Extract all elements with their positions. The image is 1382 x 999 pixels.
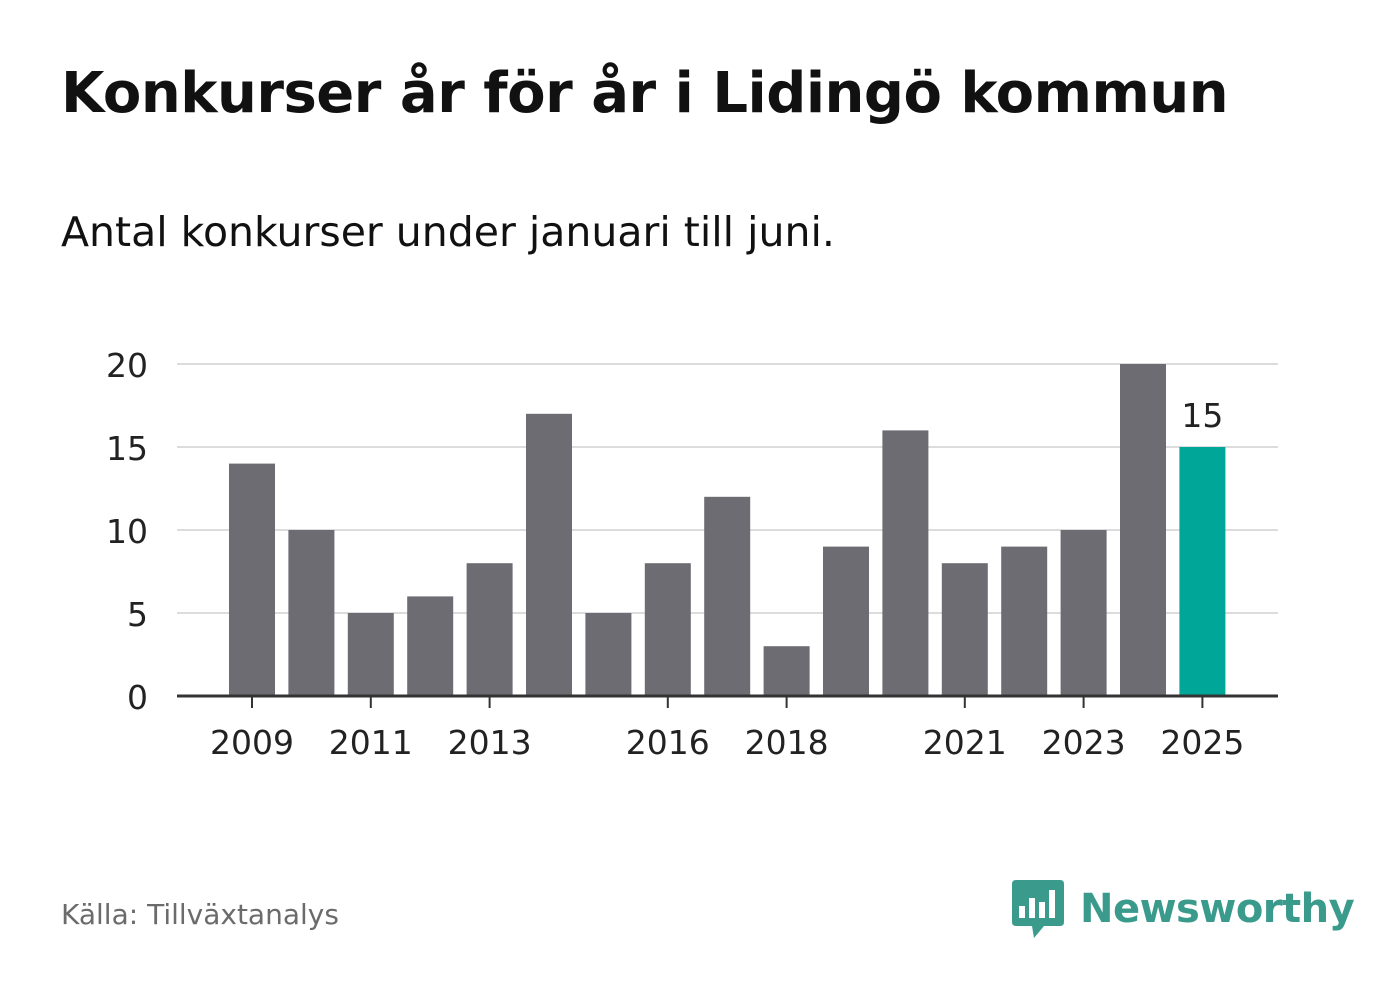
- bar-2009: [229, 463, 275, 696]
- chart-subtitle: Antal konkurser under januari till juni.: [61, 208, 835, 256]
- x-tick-label: 2009: [210, 723, 294, 762]
- y-tick-label: 20: [106, 346, 148, 385]
- x-tick-label: 2025: [1160, 723, 1244, 762]
- x-tick-label: 2013: [448, 723, 532, 762]
- y-tick-label: 10: [106, 512, 148, 551]
- y-tick-label: 0: [127, 678, 148, 717]
- bar-2016: [644, 563, 691, 696]
- chart-title: Konkurser år för år i Lidingö kommun: [61, 61, 1229, 126]
- x-tick-label: 2018: [745, 723, 829, 762]
- bar-2010: [288, 530, 335, 696]
- bar-2011: [347, 613, 394, 696]
- bar-2012: [407, 596, 454, 696]
- x-tick-label: 2016: [626, 723, 710, 762]
- data-label-highlight: 15: [1181, 396, 1223, 435]
- newsworthy-logo-icon: [1012, 880, 1064, 938]
- bar-2013: [466, 563, 513, 696]
- x-tick-label: 2023: [1042, 723, 1126, 762]
- bar-2025: [1179, 447, 1226, 696]
- bar-2021: [941, 563, 988, 696]
- bar-chart: 0 5 10 15 20 15 2009 2011 2013 2016 2018 2021 2023 20…: [106, 346, 1278, 762]
- bar-2020: [882, 430, 929, 696]
- bar-2015: [585, 613, 632, 696]
- y-tick-label: 15: [106, 429, 148, 468]
- bar-2019: [823, 546, 869, 696]
- brand-name: Newsworthy: [1080, 886, 1355, 932]
- source-note: Källa: Tillväxtanalys: [61, 898, 339, 931]
- bar-2014: [526, 413, 572, 696]
- bar-2018: [763, 646, 810, 696]
- bar-2023: [1060, 530, 1107, 696]
- bar-2022: [1001, 546, 1048, 696]
- brand-logo: Newsworthy: [1010, 878, 1355, 940]
- bar-2017: [704, 496, 751, 696]
- x-tick-label: 2021: [923, 723, 1007, 762]
- y-tick-label: 5: [127, 595, 148, 634]
- bar-2024: [1120, 364, 1166, 696]
- x-tick-label: 2011: [329, 723, 413, 762]
